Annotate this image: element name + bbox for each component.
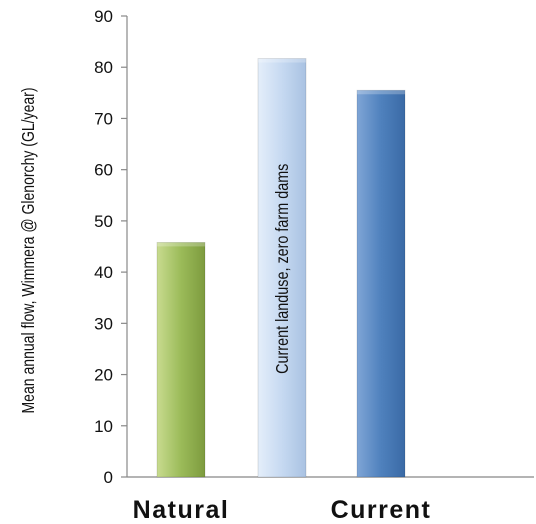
y-axis-label: Mean annual flow, Wimmera @ Glenorchy (G… [18, 87, 38, 413]
bar-2 [356, 89, 406, 478]
y-tick-label: 80 [94, 58, 113, 77]
bar-1 [257, 58, 307, 478]
bar-0-cap [157, 242, 205, 247]
y-tick-label: 40 [94, 263, 113, 282]
y-tick-label: 90 [94, 7, 113, 26]
bars [156, 58, 406, 478]
y-tick-label: 50 [94, 212, 113, 231]
axes: 0 10 20 30 40 50 60 70 80 90 [94, 7, 534, 487]
y-tick-label: 20 [94, 366, 113, 385]
bar-2-cap [357, 90, 405, 95]
y-tick-label: 70 [94, 109, 113, 128]
labels: Mean annual flow, Wimmera @ Glenorchy (G… [18, 87, 432, 524]
x-category-label: Natural [133, 496, 230, 524]
y-tick-label: 60 [94, 161, 113, 180]
bar-1-label: Current landuse, zero farm dams [273, 164, 293, 374]
y-tick-label: 10 [94, 417, 113, 436]
bar-0 [156, 242, 206, 478]
bar-1-cap [258, 58, 306, 63]
x-category-label: Current [331, 496, 432, 524]
y-tick-label: 0 [104, 468, 113, 487]
y-tick-label: 30 [94, 314, 113, 333]
